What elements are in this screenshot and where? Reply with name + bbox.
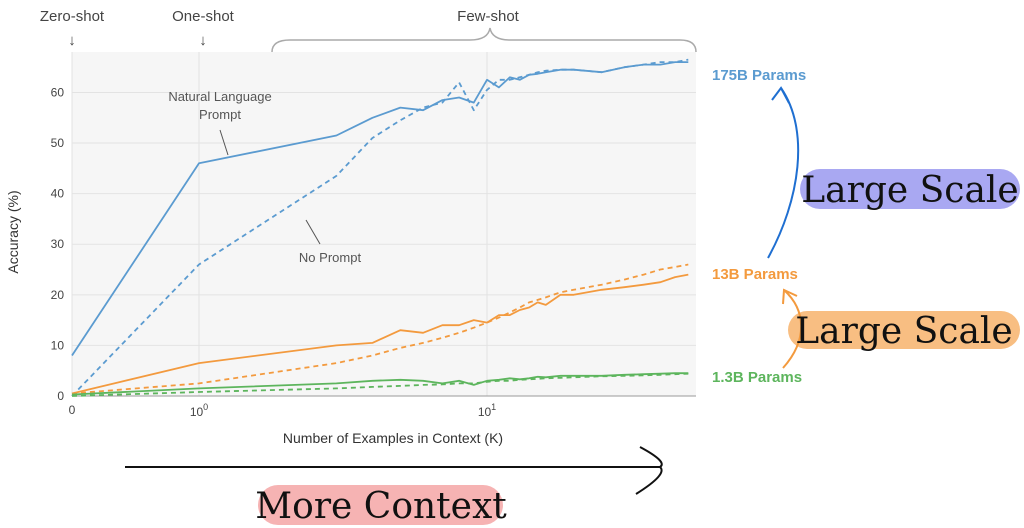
grid-lines — [71, 52, 696, 397]
param-1-3b-label: 1.3B Params — [712, 369, 802, 386]
few-shot-label: Few-shot — [457, 8, 520, 25]
one-shot-arrow: ↓ — [199, 32, 207, 49]
series-line-5-dashed — [71, 372, 689, 397]
scale-arrow-blue — [767, 87, 800, 259]
y-tick-label: 60 — [51, 85, 65, 99]
more-context-arrow-head — [635, 446, 663, 495]
few-shot-brace — [271, 27, 697, 53]
x-tick-10-1: 101 — [478, 402, 496, 419]
more-context-highlight — [258, 485, 503, 525]
more-context-text: More Context — [255, 486, 507, 527]
y-tick-label: 50 — [51, 136, 65, 150]
series-line-3-dashed — [71, 263, 689, 395]
scale-arrow-orange-head — [782, 288, 798, 305]
plot-background — [72, 52, 696, 396]
series-line-4-solid — [71, 372, 689, 396]
y-tick-label: 30 — [51, 237, 65, 251]
x-axis-title: Number of Examples in Context (K) — [283, 430, 503, 446]
no-prompt-pointer — [305, 219, 321, 245]
series-layer — [71, 58, 689, 397]
large-scale-text-1: Large Scale — [801, 170, 1018, 211]
one-shot-label: One-shot — [172, 8, 235, 25]
x-tick-10-0: 100 — [190, 402, 208, 419]
scale-arrow-blue-head — [771, 86, 790, 104]
series-line-2-solid — [71, 273, 689, 395]
natural-prompt-label: Natural Language — [168, 89, 271, 104]
zero-shot-label: Zero-shot — [40, 8, 105, 25]
param-175b-label: 175B Params — [712, 67, 806, 84]
scale-arrow-orange — [782, 289, 803, 369]
param-13b-label: 13B Params — [712, 266, 798, 283]
y-tick-label: 40 — [51, 187, 65, 201]
y-axis-title: Accuracy (%) — [5, 190, 21, 273]
large-scale-text-2: Large Scale — [795, 311, 1012, 352]
natural-prompt-pointer — [219, 129, 229, 156]
y-tick-labels: 0 10 20 30 40 50 60 — [51, 85, 65, 403]
large-scale-highlight-blue — [800, 169, 1020, 209]
series-line-1-dashed — [71, 58, 689, 397]
y-tick-label: 20 — [51, 288, 65, 302]
y-tick-label: 0 — [57, 389, 64, 403]
no-prompt-label: No Prompt — [299, 250, 362, 265]
zero-shot-arrow: ↓ — [68, 32, 76, 49]
y-tick-label: 10 — [51, 338, 65, 352]
plot-area — [72, 52, 696, 396]
natural-prompt-label-2: Prompt — [199, 107, 241, 122]
large-scale-highlight-orange — [788, 311, 1020, 349]
x-tick-0: 0 — [69, 403, 76, 417]
